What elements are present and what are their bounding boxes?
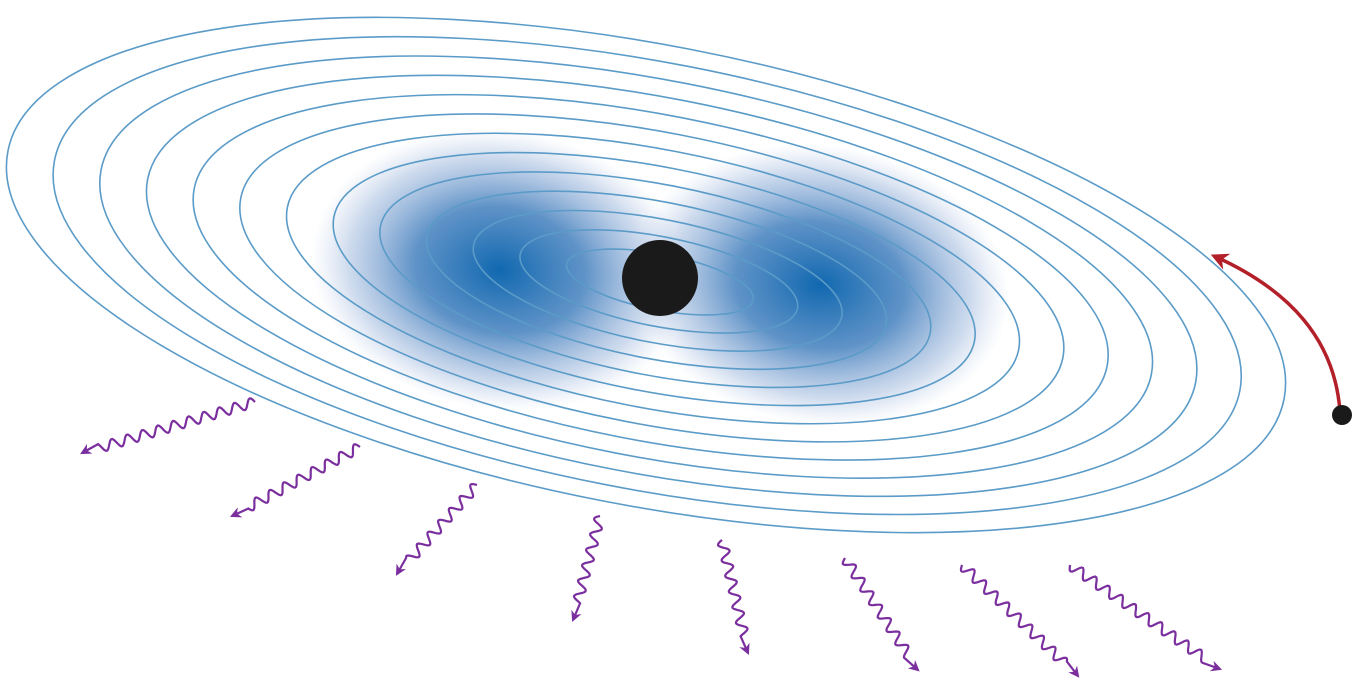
orbit-ring [192,93,1109,461]
wave-arrow [716,539,750,656]
right-lobe [630,143,1010,427]
orbit-ring [379,171,932,389]
orbit-ring [425,190,888,371]
wave-arrow [80,397,256,455]
orbit-ring [52,35,1243,516]
wave-arrow [229,443,361,518]
orbit-ring [285,132,1021,425]
companion [1332,405,1352,425]
orbit-ring [519,229,799,334]
emission-lobes [310,128,1010,427]
gravitational-waves [80,397,1223,678]
orbit-ring [5,16,1287,534]
wave-arrow [841,557,920,672]
orbit-rings [5,16,1287,534]
orbit-ring [98,55,1198,498]
orbit-ring [472,209,843,352]
wave-arrow [959,564,1080,678]
black-hole [622,240,698,316]
orbit-ring [332,151,976,407]
orbit-ring [145,74,1154,479]
orbit-ring [239,113,1065,443]
orbit-arrow [1210,253,1342,413]
wave-arrow [571,514,603,623]
wave-arrow [395,482,478,576]
left-lobe [310,128,690,412]
wave-arrow [1068,564,1223,672]
